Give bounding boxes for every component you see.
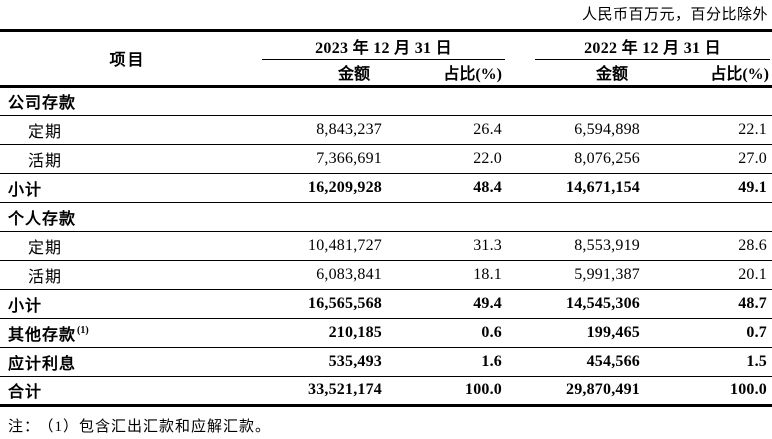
row-label: 其他存款: [8, 326, 77, 344]
row-label: 活期: [28, 268, 63, 286]
table-row: 活期 7,366,691 22.0 8,076,256 27.0: [0, 144, 772, 174]
column-header-pct-2022: 占比(%): [643, 60, 772, 88]
footnote: 注： （1）包含汇出汇款和应解汇款。: [0, 407, 772, 436]
cell-amount-2022: [505, 202, 643, 232]
row-label-cell: 小计: [0, 173, 255, 203]
column-header-amount-2022: 金额: [505, 60, 643, 88]
table-row: 活期 6,083,841 18.1 5,991,387 20.1: [0, 260, 772, 290]
cell-amount-2023: 33,521,174: [255, 376, 385, 407]
cell-amount-2022: 14,671,154: [505, 173, 643, 203]
cell-pct-2022: [643, 202, 772, 232]
table-row: 应计利息 535,493 1.6 454,566 1.5: [0, 347, 772, 377]
column-group-2022-cell: 2022 年 12 月 31 日: [505, 31, 772, 60]
cell-amount-2023: 7,366,691: [255, 144, 385, 174]
footnote-marker: (1): [77, 325, 89, 337]
cell-pct-2022: 22.1: [643, 115, 772, 145]
row-label-cell: 活期: [0, 144, 255, 174]
row-label-cell: 定期: [0, 231, 255, 261]
cell-pct-2022: 28.6: [643, 231, 772, 261]
table-row: 个人存款: [0, 202, 772, 232]
table-body: 公司存款 定期 8,843,237 26.4 6,594,898 22.1 活期…: [0, 86, 772, 407]
cell-amount-2023: [255, 202, 385, 232]
cell-amount-2023: 535,493: [255, 347, 385, 377]
cell-amount-2023: 210,185: [255, 318, 385, 348]
cell-pct-2023: 48.4: [385, 173, 505, 203]
cell-amount-2022: 6,594,898: [505, 115, 643, 145]
row-label: 活期: [28, 152, 63, 170]
row-label: 定期: [28, 239, 63, 257]
cell-pct-2022: 100.0: [643, 376, 772, 407]
cell-amount-2022: 199,465: [505, 318, 643, 348]
cell-amount-2022: 14,545,306: [505, 289, 643, 319]
row-label: 小计: [8, 297, 43, 315]
row-label: 小计: [8, 181, 43, 199]
cell-pct-2022: 0.7: [643, 318, 772, 348]
cell-pct-2023: 0.6: [385, 318, 505, 348]
table-row: 定期 8,843,237 26.4 6,594,898 22.1: [0, 115, 772, 145]
cell-pct-2023: 49.4: [385, 289, 505, 319]
cell-amount-2022: 5,991,387: [505, 260, 643, 290]
row-label-cell: 应计利息: [0, 347, 255, 377]
cell-amount-2023: 10,481,727: [255, 231, 385, 261]
cell-pct-2022: 49.1: [643, 173, 772, 203]
unit-note: 人民币百万元，百分比除外: [581, 7, 768, 23]
cell-pct-2022: 48.7: [643, 289, 772, 319]
row-label-cell: 定期: [0, 115, 255, 145]
cell-pct-2023: 31.3: [385, 231, 505, 261]
cell-pct-2023: 100.0: [385, 376, 505, 407]
table-header: 项目 2023 年 12 月 31 日 2022 年 12 月 31 日 金额 …: [0, 30, 772, 88]
row-label: 个人存款: [8, 210, 77, 228]
cell-amount-2022: [505, 86, 643, 116]
table-row: 小计 16,209,928 48.4 14,671,154 49.1: [0, 173, 772, 203]
row-label: 公司存款: [8, 95, 77, 112]
table-row: 定期 10,481,727 31.3 8,553,919 28.6: [0, 231, 772, 261]
cell-pct-2023: 18.1: [385, 260, 505, 290]
row-label-cell: 小计: [0, 289, 255, 319]
column-header-item: 项目: [0, 30, 255, 88]
table-row: 合计 33,521,174 100.0 29,870,491 100.0: [0, 376, 772, 407]
cell-pct-2023: [385, 202, 505, 232]
cell-pct-2022: 20.1: [643, 260, 772, 290]
cell-pct-2023: 22.0: [385, 144, 505, 174]
cell-pct-2022: 27.0: [643, 144, 772, 174]
row-label-cell: 个人存款: [0, 202, 255, 232]
table-row: 小计 16,565,568 49.4 14,545,306 48.7: [0, 289, 772, 319]
column-group-2023-cell: 2023 年 12 月 31 日: [255, 31, 505, 60]
row-label-cell: 其他存款(1): [0, 318, 255, 348]
cell-amount-2022: 29,870,491: [505, 376, 643, 407]
cell-amount-2023: 6,083,841: [255, 260, 385, 290]
row-label-cell: 合计: [0, 376, 255, 407]
table-row: 其他存款(1) 210,185 0.6 199,465 0.7: [0, 318, 772, 348]
row-label-cell: 活期: [0, 260, 255, 290]
cell-pct-2023: 26.4: [385, 115, 505, 145]
column-header-amount-2023: 金额: [255, 60, 385, 88]
cell-amount-2022: 454,566: [505, 347, 643, 377]
cell-pct-2023: [385, 86, 505, 116]
row-label: 定期: [28, 123, 63, 141]
column-header-pct-2023: 占比(%): [385, 60, 505, 88]
cell-amount-2023: 16,565,568: [255, 289, 385, 319]
row-label: 应计利息: [8, 355, 77, 373]
row-label-cell: 公司存款: [0, 86, 255, 116]
cell-pct-2023: 1.6: [385, 347, 505, 377]
header-group-row: 项目 2023 年 12 月 31 日 2022 年 12 月 31 日: [0, 30, 772, 88]
cell-amount-2022: 8,076,256: [505, 144, 643, 174]
cell-pct-2022: [643, 86, 772, 116]
cell-pct-2022: 1.5: [643, 347, 772, 377]
cell-amount-2023: 16,209,928: [255, 173, 385, 203]
column-group-2022: 2022 年 12 月 31 日: [535, 32, 770, 60]
cell-amount-2023: 8,843,237: [255, 115, 385, 145]
footnote-label: 注：: [8, 418, 41, 435]
cell-amount-2023: [255, 86, 385, 116]
row-label: 合计: [8, 384, 43, 401]
deposits-table: 项目 2023 年 12 月 31 日 2022 年 12 月 31 日 金额 …: [0, 29, 772, 407]
table-row: 公司存款: [0, 86, 772, 116]
header-sub-row: 金额 占比(%) 金额 占比(%): [0, 60, 772, 88]
footnote-text: （1）包含汇出汇款和应解汇款。: [46, 418, 272, 435]
cell-amount-2022: 8,553,919: [505, 231, 643, 261]
column-group-2023: 2023 年 12 月 31 日: [262, 32, 505, 60]
